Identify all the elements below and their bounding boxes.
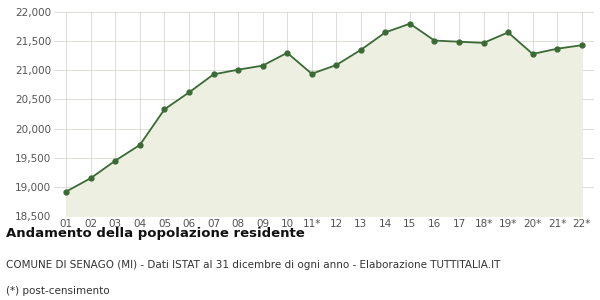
Text: Andamento della popolazione residente: Andamento della popolazione residente: [6, 226, 305, 239]
Text: (*) post-censimento: (*) post-censimento: [6, 286, 110, 296]
Text: COMUNE DI SENAGO (MI) - Dati ISTAT al 31 dicembre di ogni anno - Elaborazione TU: COMUNE DI SENAGO (MI) - Dati ISTAT al 31…: [6, 260, 500, 269]
